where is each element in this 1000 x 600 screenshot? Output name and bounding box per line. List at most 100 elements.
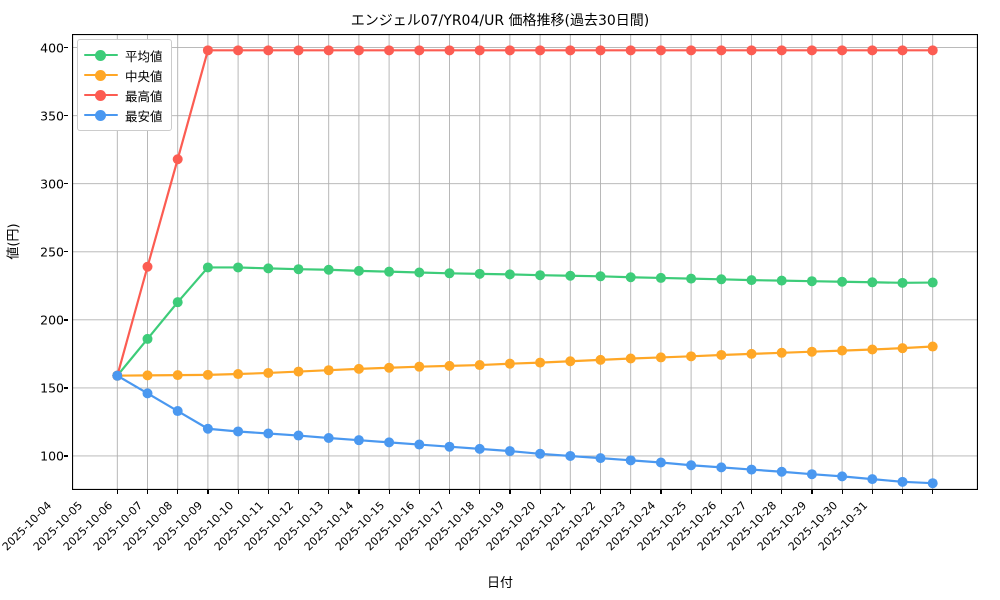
data-point [806,276,817,287]
data-point [172,297,183,308]
x-tick-mark [781,490,783,494]
y-axis-tick-labels: 100 150 200 250 300 350 400 [0,34,68,490]
x-tick-mark [720,490,722,494]
data-point [384,45,395,56]
data-point [353,45,364,56]
data-point [655,45,666,56]
data-point [233,262,244,273]
data-point [746,45,757,56]
x-tick-mark [569,490,571,494]
legend-item-0[interactable]: 平均値 [84,45,163,65]
data-point [535,270,546,281]
x-tick-mark [358,490,360,494]
data-point [746,348,757,359]
data-point [202,262,213,273]
data-point [504,269,515,280]
data-point [142,261,153,272]
data-point [595,271,606,282]
data-point [474,360,485,371]
data-point [716,462,727,473]
x-tick-mark [690,490,692,494]
data-point [927,478,938,489]
data-point [927,341,938,352]
x-tick-mark [751,490,753,494]
plot-frame [72,34,978,490]
x-tick-mark [539,490,541,494]
chart-title: エンジェル07/YR04/UR 価格推移(過去30日間) [350,13,650,29]
x-tick-mark [237,490,239,494]
data-point [202,423,213,434]
y-tick-mark [64,387,68,389]
x-axis-tick-labels: 2025-10-04 2025-10-05 2025-10-06 2025-10-07… [0,490,978,570]
data-point [595,354,606,365]
data-point [595,45,606,56]
y-tick-label: 150 [40,380,64,396]
data-point [625,353,636,364]
y-tick-label: 300 [40,176,64,192]
data-point [897,277,908,288]
y-tick-label: 400 [40,40,64,56]
data-point [202,45,213,56]
data-point [474,268,485,279]
data-point [746,275,757,286]
legend-item-2[interactable]: 最高値 [84,85,163,105]
data-point [565,356,576,367]
data-point [142,333,153,344]
data-point [897,343,908,354]
data-point [776,347,787,358]
data-point [293,430,304,441]
data-point [323,264,334,275]
legend-item-3[interactable]: 最安値 [84,105,163,125]
x-tick-mark [630,490,632,494]
data-point [837,276,848,287]
y-tick-label: 350 [40,108,64,124]
data-point [625,455,636,466]
data-point [172,370,183,381]
data-point [293,264,304,275]
data-point [414,361,425,372]
data-point [444,441,455,452]
data-point [565,450,576,461]
legend-label: 平均値 [125,48,163,64]
data-point [444,268,455,279]
data-point [353,363,364,374]
data-point [384,362,395,373]
data-point [323,433,334,443]
x-tick-mark [298,490,300,494]
data-point [867,344,878,355]
data-point [535,45,546,56]
data-point [625,272,636,283]
x-tick-mark [509,490,511,494]
data-point [897,45,908,56]
data-point [444,360,455,371]
data-point [746,464,757,475]
y-tick-mark [64,183,68,185]
x-tick-mark [147,490,149,494]
x-tick-mark [841,490,843,494]
x-axis-label: 日付 [486,576,513,591]
data-point [686,45,697,56]
legend-item-1[interactable]: 中央値 [84,65,163,85]
data-point [172,406,183,417]
data-point [776,45,787,56]
x-tick-mark [600,490,602,494]
data-point [504,358,515,369]
x-tick-mark [660,490,662,494]
legend-marker-icon [84,48,118,62]
x-tick-mark [207,490,209,494]
data-point [867,45,878,56]
data-point [202,369,213,380]
data-point [504,45,515,56]
data-point [172,154,183,165]
legend-marker-icon [84,68,118,82]
data-point [625,45,636,56]
series-line-2 [112,45,938,381]
data-point [293,366,304,377]
x-tick-mark [449,490,451,494]
data-point [565,45,576,56]
data-point [806,45,817,56]
x-tick-mark [177,490,179,494]
data-point [837,45,848,56]
legend-marker-icon [84,108,118,122]
